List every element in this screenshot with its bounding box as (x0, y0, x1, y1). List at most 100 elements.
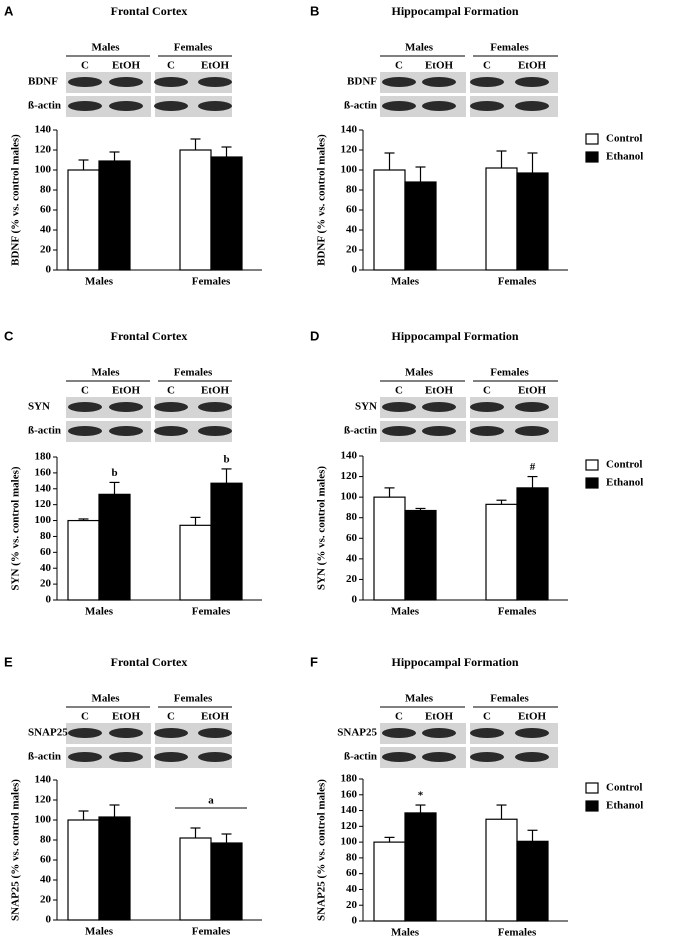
blot-lane: C (395, 385, 403, 397)
annotation: b (223, 453, 229, 465)
blot-band (515, 402, 549, 412)
blot-lane: C (81, 385, 89, 397)
x-tick-label: Males (391, 927, 420, 939)
y-tick-label: 0 (46, 594, 52, 606)
blot-lane: C (167, 60, 175, 72)
x-tick-label: Males (85, 606, 114, 618)
y-tick-label: 60 (346, 204, 358, 216)
blot-lane: EtOH (201, 711, 230, 723)
blot-group: Females (490, 367, 529, 379)
bar (516, 487, 549, 601)
blot-group: Females (490, 693, 529, 705)
bar (404, 812, 437, 922)
legend-swatch (585, 800, 599, 812)
blot-band (109, 426, 143, 436)
bar (373, 169, 406, 271)
bar (516, 172, 549, 271)
x-tick-label: Females (192, 276, 231, 288)
annotation: # (530, 461, 536, 473)
legend-label: Control (606, 133, 642, 145)
blot-band (422, 728, 456, 738)
blot-band (470, 101, 504, 111)
y-tick-label: 120 (35, 794, 52, 806)
y-tick-label: 100 (341, 836, 358, 848)
blot-lane: EtOH (112, 711, 141, 723)
blot-row-label: ß-actin (28, 751, 61, 763)
bar (98, 160, 131, 271)
x-tick-label: Females (498, 606, 537, 618)
bar (516, 840, 549, 922)
y-tick-label: 40 (40, 874, 52, 886)
blot-band (515, 728, 549, 738)
blot-row-label: SNAP25 (337, 727, 377, 739)
bar (485, 503, 518, 601)
blot-band (68, 752, 102, 762)
blot-band (68, 77, 102, 87)
blot-lane: EtOH (112, 60, 141, 72)
blot-band (382, 101, 416, 111)
blot-band (422, 101, 456, 111)
blot-row-label: ß-actin (344, 751, 377, 763)
y-tick-label: 20 (40, 578, 52, 590)
panel-title: Frontal Cortex (111, 329, 188, 343)
blot-band (68, 728, 102, 738)
blot-band (198, 752, 232, 762)
x-tick-label: Females (498, 276, 537, 288)
blot-band (515, 426, 549, 436)
bar (210, 842, 243, 921)
bar (67, 519, 100, 601)
panel-title: Hippocampal Formation (391, 655, 518, 669)
panel-letter: A (4, 3, 14, 18)
bar (210, 482, 243, 601)
blot-band (154, 77, 188, 87)
blot-band (109, 77, 143, 87)
legend-label: Ethanol (606, 151, 643, 163)
blot-band (198, 77, 232, 87)
y-tick-label: 80 (346, 184, 358, 196)
blot-lane: C (483, 60, 491, 72)
annotation: a (208, 795, 214, 807)
y-axis-label: SYN (% vs. control males) (10, 466, 22, 590)
y-tick-label: 160 (35, 466, 52, 478)
x-tick-label: Males (391, 606, 420, 618)
blot-row-label: SYN (355, 401, 377, 413)
y-tick-label: 140 (341, 450, 358, 462)
blot-lane: C (167, 385, 175, 397)
blot-band (382, 77, 416, 87)
blot-band (422, 77, 456, 87)
blot-group: Females (174, 693, 213, 705)
bar (404, 509, 437, 601)
blot-band (198, 426, 232, 436)
blot-band (422, 426, 456, 436)
bar (485, 167, 518, 271)
blot-lane: C (81, 60, 89, 72)
annotation: * (418, 790, 424, 802)
y-tick-label: 100 (35, 814, 52, 826)
y-tick-label: 20 (346, 899, 358, 911)
blot-lane: C (483, 385, 491, 397)
bar (404, 181, 437, 271)
y-tick-label: 80 (40, 184, 52, 196)
panel-letter: D (310, 328, 319, 343)
y-tick-label: 40 (346, 883, 358, 895)
blot-lane: EtOH (112, 385, 141, 397)
y-tick-label: 20 (40, 894, 52, 906)
blot-band (68, 402, 102, 412)
y-tick-label: 140 (341, 124, 358, 136)
legend-swatch (585, 782, 599, 794)
blot-row-label: ß-actin (28, 100, 61, 112)
blot-lane: C (395, 60, 403, 72)
blot-band (470, 426, 504, 436)
y-axis-label: BDNF (% vs. control males) (316, 134, 328, 266)
y-tick-label: 0 (352, 915, 358, 927)
y-tick-label: 120 (35, 144, 52, 156)
y-tick-label: 100 (35, 514, 52, 526)
blot-band (382, 426, 416, 436)
bar (373, 496, 406, 601)
blot-row-label: ß-actin (28, 425, 61, 437)
y-tick-label: 60 (346, 532, 358, 544)
y-tick-label: 0 (352, 264, 358, 276)
y-tick-label: 100 (35, 164, 52, 176)
panel-title: Frontal Cortex (111, 655, 188, 669)
y-tick-label: 40 (40, 224, 52, 236)
